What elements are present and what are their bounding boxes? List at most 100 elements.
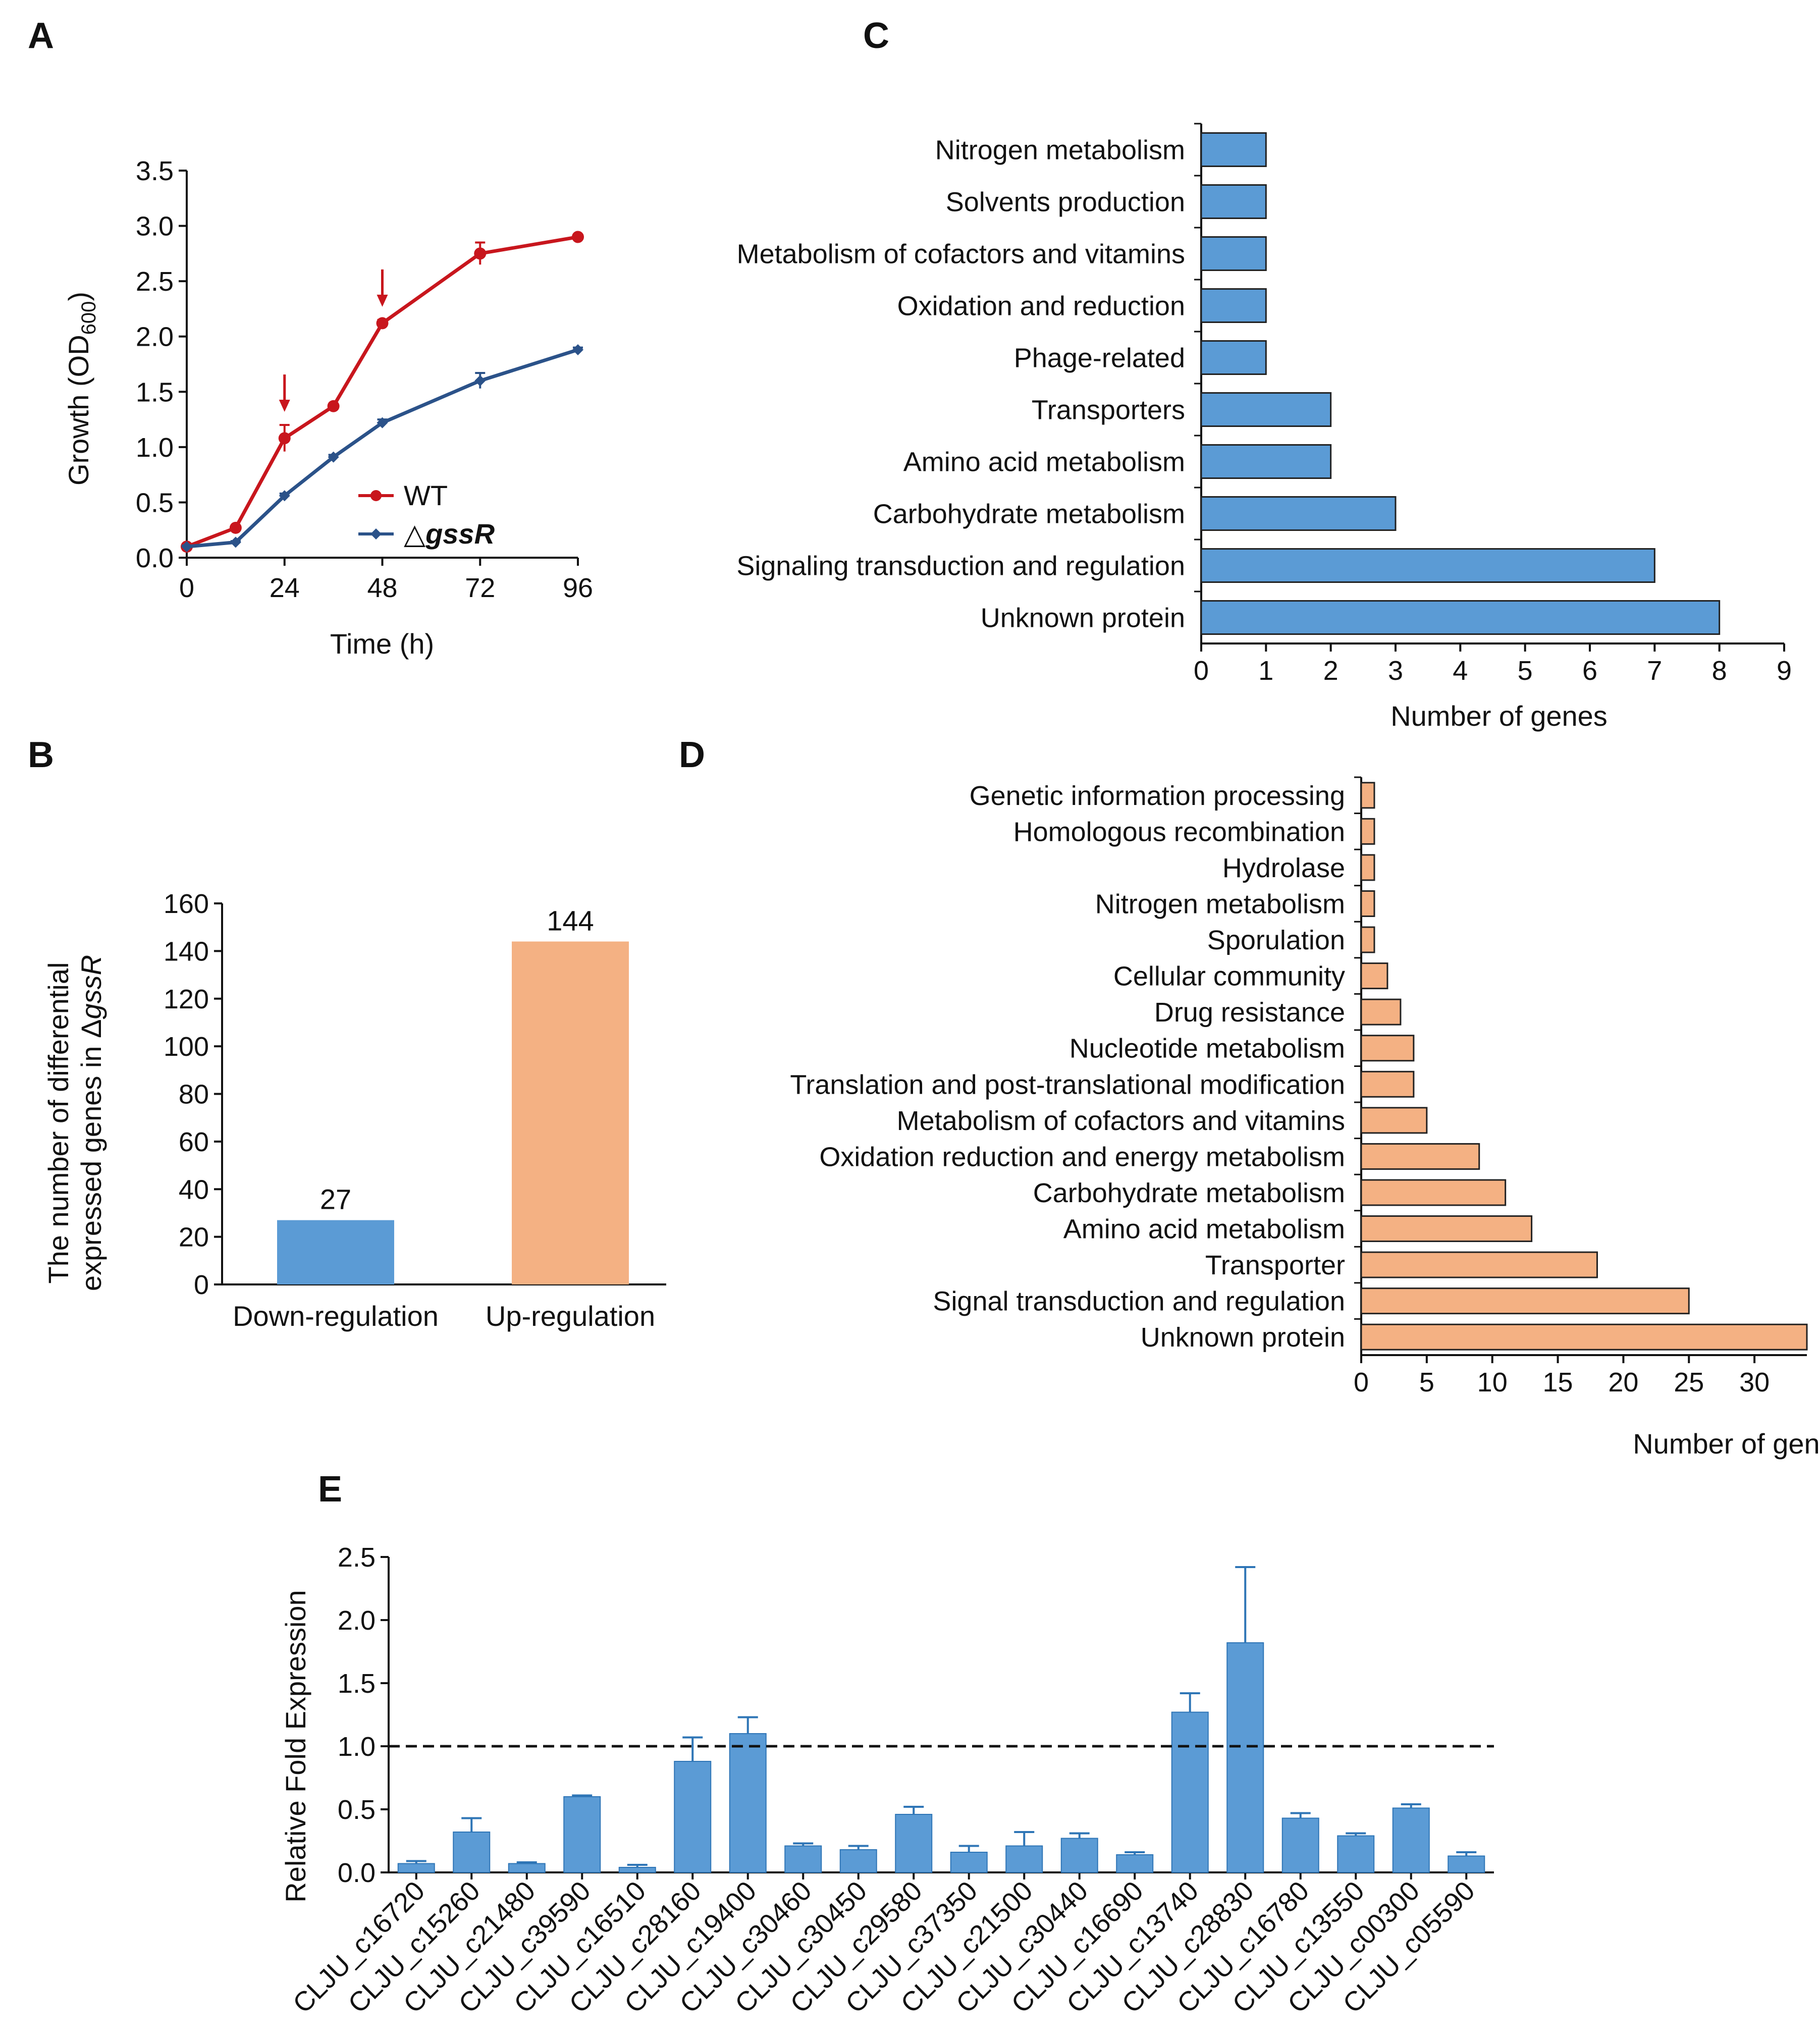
chart-d-category-label: Signal transduction and regulation [933,1286,1345,1317]
chart-b-ytick-label: 160 [164,889,209,919]
chart-b-ytick-label: 40 [179,1174,209,1205]
data-point-wt [474,247,487,260]
chart-c-category-label: Carbohydrate metabolism [873,499,1185,529]
chart-a-growth-curve: 0.0 0.5 1.0 1.5 2.0 2.5 3.0 3.5 0 24 48 72 96 Time (… [63,156,593,660]
chart-e-ylabel: Relative Fold Expression [280,1590,311,1902]
chart-a-legend: WT △gssR [358,479,495,550]
chart-a-xtick-label: 96 [563,573,593,603]
bar-down-regulation [277,1220,394,1284]
chart-e-bar [563,1796,601,1873]
chart-a-ytick-label: 3.0 [136,211,174,242]
data-point-wt [572,231,584,243]
chart-e-bar [508,1863,546,1873]
chart-d-bar [1360,782,1375,809]
data-point-wt [278,432,291,445]
chart-e-qpcr: 0.00.51.01.52.02.5CLJU_c16720CLJU_c15260… [280,1542,1494,2019]
chart-a-ytick-label: 2.5 [136,266,174,297]
chart-c-bar [1200,184,1267,219]
data-point-mutant [279,490,290,502]
chart-d-bar [1360,818,1375,845]
chart-e-bar [1226,1642,1264,1873]
data-point-wt [327,400,340,412]
chart-a-ytick-label: 1.0 [136,433,174,463]
chart-e-ytick-label: 1.0 [338,1732,376,1762]
chart-c-xtick-label: 1 [1258,656,1273,686]
chart-e-bar [1337,1835,1375,1873]
chart-c-xtick-label: 3 [1388,656,1403,686]
chart-c-bar [1200,288,1267,323]
chart-c-category-label: Phage-related [1014,343,1185,373]
chart-c-bar [1200,548,1655,583]
chart-c-xtick-label: 9 [1777,656,1792,686]
chart-d-bar [1360,998,1402,1026]
chart-b-ytick-label: 140 [164,936,209,966]
chart-d-upregulated-functions: 0 5 10 15 20 25 30 Genetic information process… [790,776,1820,1460]
chart-d-bar [1360,1179,1507,1206]
chart-e-ytick-label: 2.5 [338,1542,376,1573]
chart-e-bar [618,1867,656,1873]
arrow-indicator-head [377,294,388,307]
chart-d-bar [1360,1323,1808,1351]
chart-a-xtick-label: 48 [367,573,397,603]
chart-c-bar [1200,600,1721,635]
chart-d-bar [1360,854,1375,881]
legend-mutant-marker [370,528,382,540]
chart-d-bar [1360,1251,1598,1278]
chart-d-category-label: Hydrolase [1222,853,1345,883]
chart-d-xtick-label: 30 [1739,1367,1770,1397]
chart-b-ytick-label: 120 [164,984,209,1014]
chart-d-category-label: Translation and post-translational modif… [790,1069,1345,1100]
chart-d-bar [1360,1143,1480,1170]
chart-e-bar [1281,1817,1319,1873]
chart-b-category-label: Up-regulation [486,1300,655,1332]
chart-d-bar [1360,1287,1690,1315]
chart-a-xtick-label: 0 [179,573,194,603]
data-point-mutant [474,375,486,387]
chart-c-category-label: Unknown protein [981,603,1185,633]
chart-b-ytick-label: 20 [179,1222,209,1253]
chart-c-downregulated-functions: 0 1 2 3 4 5 6 7 8 9 Nitrogen metabolism Solvents p… [736,123,1792,732]
chart-d-category-label: Cellular community [1113,961,1345,992]
chart-d-bar [1360,890,1375,917]
chart-d-xtick-label: 10 [1477,1367,1508,1397]
chart-c-xtick-label: 5 [1518,656,1533,686]
chart-d-xtick-label: 20 [1608,1367,1638,1397]
series-line-mutant [186,348,579,549]
bar-data-label: 144 [547,905,594,937]
chart-d-category-label: Amino acid metabolism [1063,1214,1345,1245]
chart-c-xtick-label: 7 [1647,656,1662,686]
chart-d-category-label: Homologous recombination [1013,817,1345,847]
chart-d-category-label: Genetic information processing [970,781,1345,811]
chart-d-category-label: Transporter [1205,1250,1345,1280]
chart-d-bar [1360,926,1375,953]
panel-label-c: C [863,16,889,56]
chart-d-category-label: Oxidation reduction and energy metabolis… [819,1142,1345,1172]
chart-b-ylabel-line2: expressed genes in ΔgssR [75,955,107,1291]
chart-c-bar [1200,340,1267,375]
chart-e-ytick-label: 0.5 [338,1795,376,1825]
chart-c-xtick-label: 0 [1194,656,1209,686]
chart-c-bar [1200,444,1332,479]
chart-e-bar [729,1733,767,1873]
chart-e-bar [453,1832,491,1873]
chart-a-ytick-label: 0.5 [136,488,174,518]
chart-e-bar [784,1845,822,1873]
chart-c-bar [1200,236,1267,271]
chart-e-ytick-label: 1.5 [338,1669,376,1699]
chart-e-bar [950,1852,988,1873]
chart-a-ytick-label: 0.0 [136,543,174,573]
chart-c-category-label: Transporters [1032,395,1185,425]
chart-d-xtick-label: 5 [1419,1367,1434,1397]
chart-c-category-label: Metabolism of cofactors and vitamins [737,239,1185,270]
chart-c-category-label: Oxidation and reduction [897,291,1185,321]
data-point-mutant [572,344,583,356]
data-point-mutant [181,541,192,553]
chart-a-ytick-label: 2.0 [136,322,174,352]
chart-c-category-label: Solvents production [946,187,1185,218]
chart-d-bar [1360,1107,1428,1134]
chart-d-category-label: Nitrogen metabolism [1095,889,1345,919]
chart-e-bar [1116,1854,1154,1873]
chart-d-xtick-label: 25 [1674,1367,1704,1397]
chart-d-xtick-label: 0 [1354,1367,1369,1397]
